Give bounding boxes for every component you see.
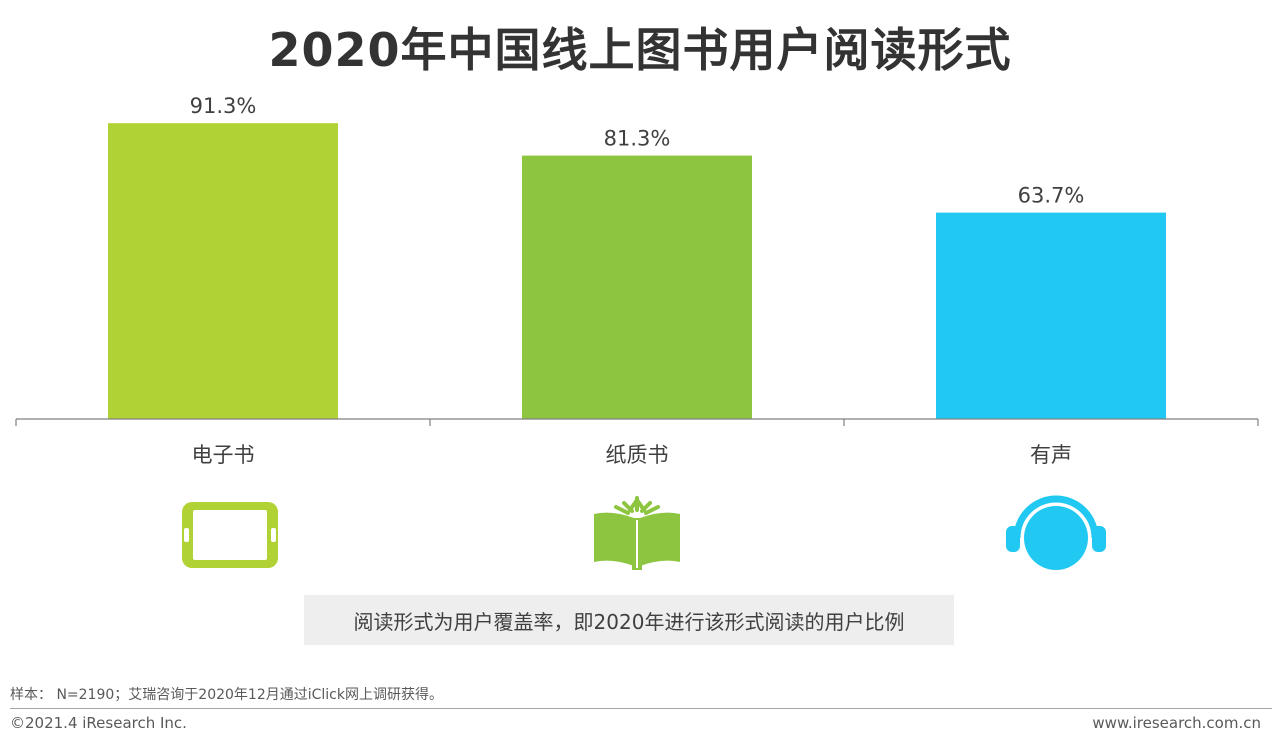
category-label: 有声 bbox=[1030, 443, 1072, 467]
footer-divider bbox=[10, 708, 1272, 709]
bar-value-label: 81.3% bbox=[604, 127, 671, 151]
bar-1 bbox=[108, 123, 338, 420]
bar-value-label: 63.7% bbox=[1018, 184, 1085, 208]
bar-2 bbox=[522, 155, 752, 419]
bar-value-label: 91.3% bbox=[190, 94, 257, 118]
headphones-icon bbox=[1006, 495, 1106, 570]
category-label: 纸质书 bbox=[606, 443, 669, 467]
open-book-icon bbox=[594, 496, 680, 570]
note-text: 阅读形式为用户覆盖率，即2020年进行该形式阅读的用户比例 bbox=[353, 609, 905, 634]
note-box: 阅读形式为用户覆盖率，即2020年进行该形式阅读的用户比例 bbox=[304, 595, 954, 645]
chart-title: 2020年中国线上图书用户阅读形式 bbox=[268, 23, 1012, 77]
website: www.iresearch.com.cn bbox=[1092, 714, 1261, 732]
copyright: ©2021.4 iResearch Inc. bbox=[10, 714, 187, 732]
bar-3 bbox=[936, 212, 1166, 419]
tablet-icon bbox=[182, 502, 278, 568]
category-label: 电子书 bbox=[192, 443, 255, 467]
sample-note: 样本： N=2190；艾瑞咨询于2020年12月通过iClick网上调研获得。 bbox=[10, 687, 443, 703]
